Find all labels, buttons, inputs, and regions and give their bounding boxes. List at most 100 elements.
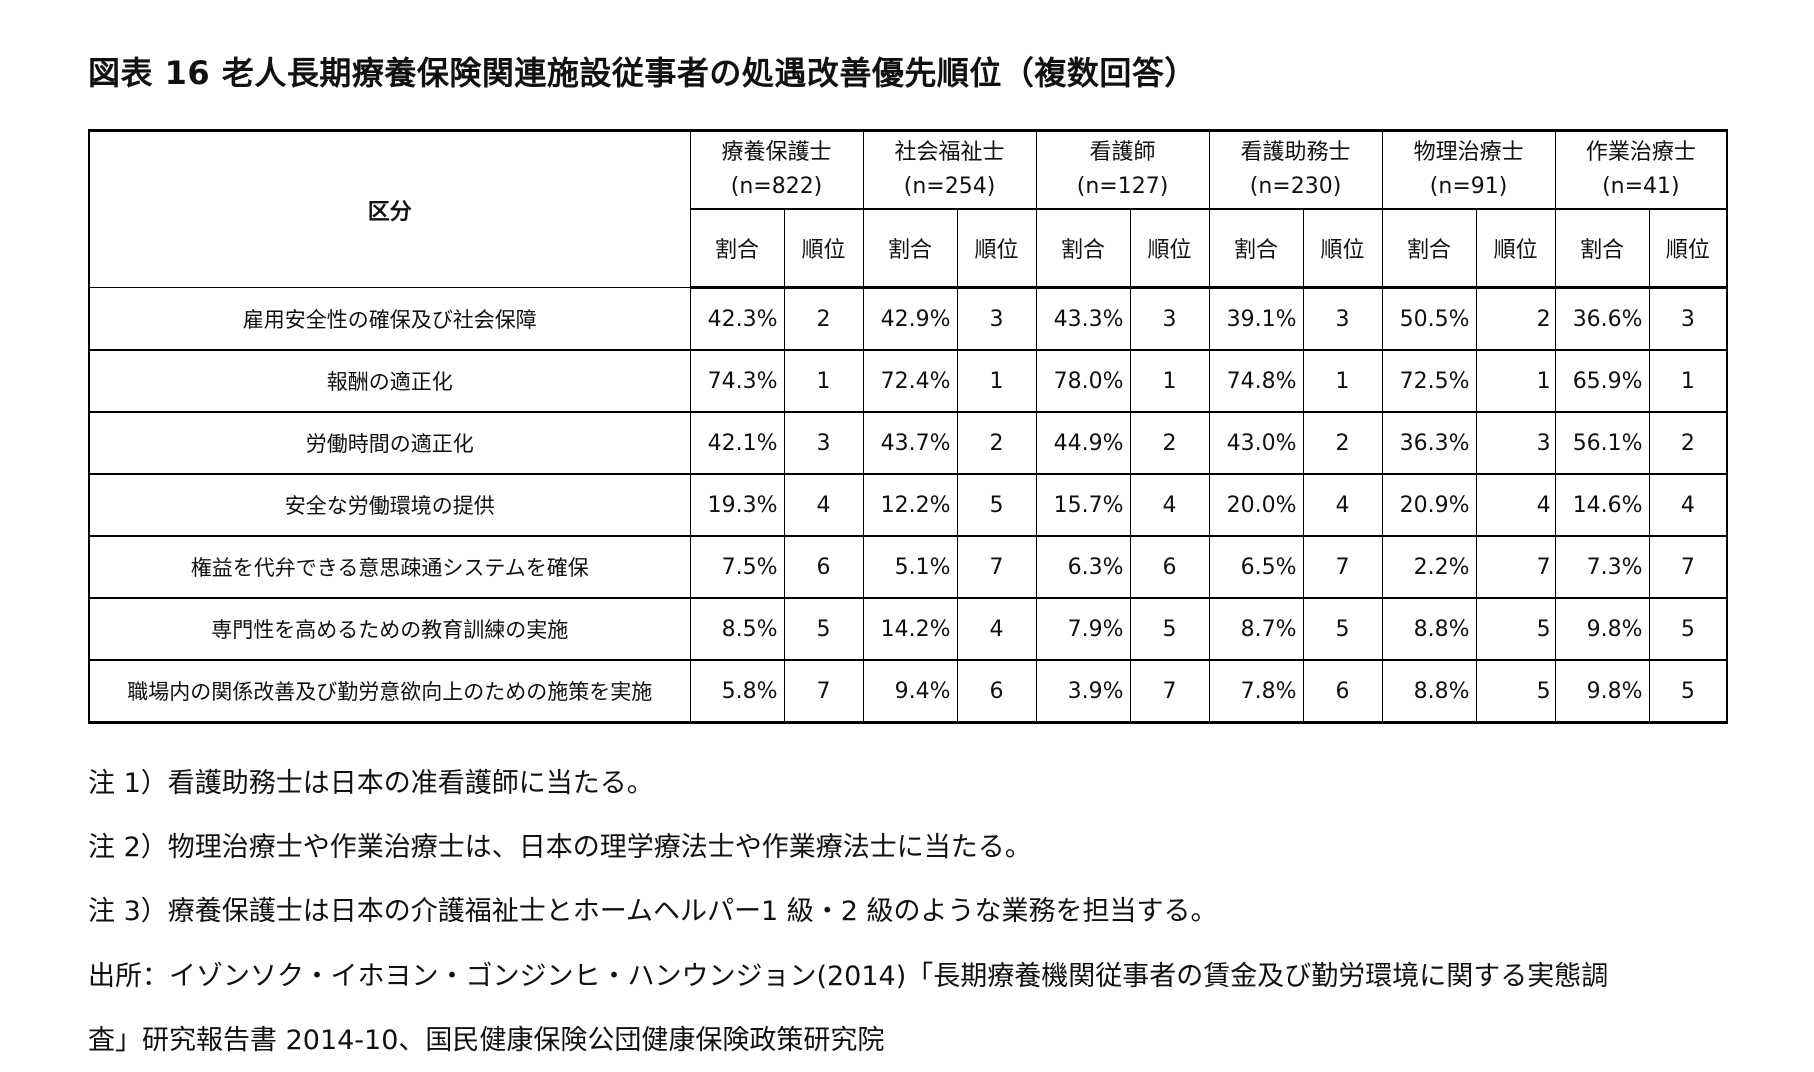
table-row: 権益を代弁できる意思疎通システムを確保 7.5% 6 5.1% 7 6.3% 6 6.5% 7 2… [88, 535, 1729, 599]
rank-cell: 7 [783, 659, 864, 724]
rank-cell: 6 [1302, 659, 1383, 724]
row-label: 権益を代弁できる意思疎通システムを確保 [88, 535, 691, 599]
ratio-cell: 6.3% [1035, 535, 1131, 599]
ratio-cell: 15.7% [1035, 473, 1131, 537]
table-row: 職場内の関係改善及び勤労意欲向上のための施策を実施 5.8% 7 9.4% 6 3.9% 7… [88, 659, 1729, 724]
rank-cell: 7 [1648, 535, 1729, 599]
ratio-cell: 36.6% [1554, 287, 1650, 351]
rank-cell: 1 [1475, 349, 1556, 413]
rank-cell: 3 [1302, 287, 1383, 351]
group-header: 療養保護士 (n=822) [689, 129, 864, 210]
ratio-cell: 72.5% [1381, 349, 1477, 413]
rank-cell: 3 [783, 411, 864, 475]
ratio-cell: 44.9% [1035, 411, 1131, 475]
ratio-cell: 9.4% [862, 659, 958, 724]
ratio-cell: 3.9% [1035, 659, 1131, 724]
rank-cell: 5 [1475, 659, 1556, 724]
rank-cell: 6 [783, 535, 864, 599]
ratio-cell: 39.1% [1208, 287, 1304, 351]
header-row-sub: 割合 順位 割合 順位 割合 順位 割合 順位 割合 順位 割合 順位 [89, 208, 1729, 289]
rank-header: 順位 [1302, 208, 1383, 289]
rank-cell: 2 [956, 411, 1037, 475]
ratio-cell: 2.2% [1381, 535, 1477, 599]
ratio-cell: 36.3% [1381, 411, 1477, 475]
category-header: 区分 [88, 129, 691, 288]
table-row: 労働時間の適正化 42.1% 3 43.7% 2 44.9% 2 43.0% 2 36.3% 3 56… [88, 411, 1729, 475]
rank-cell: 5 [1129, 597, 1210, 661]
rank-cell: 5 [1648, 659, 1729, 724]
ratio-cell: 9.8% [1554, 597, 1650, 661]
ratio-cell: 50.5% [1381, 287, 1477, 351]
ratio-cell: 19.3% [689, 473, 785, 537]
ratio-cell: 9.8% [1554, 659, 1650, 724]
ratio-cell: 65.9% [1554, 349, 1650, 413]
ratio-cell: 8.7% [1208, 597, 1304, 661]
rank-cell: 4 [1129, 473, 1210, 537]
rank-cell: 4 [956, 597, 1037, 661]
ratio-cell: 42.3% [689, 287, 785, 351]
rank-cell: 4 [1648, 473, 1729, 537]
rank-cell: 4 [1302, 473, 1383, 537]
figure-title: 図表 16 老人長期療養保険関連施設従事者の処遇改善優先順位（複数回答） [88, 54, 1197, 92]
rank-cell: 3 [1648, 287, 1729, 351]
rank-cell: 1 [783, 349, 864, 413]
ratio-cell: 5.1% [862, 535, 958, 599]
rank-cell: 3 [1475, 411, 1556, 475]
rank-cell: 5 [783, 597, 864, 661]
ratio-cell: 7.5% [689, 535, 785, 599]
ratio-cell: 56.1% [1554, 411, 1650, 475]
rank-cell: 7 [1302, 535, 1383, 599]
rank-cell: 5 [1302, 597, 1383, 661]
rank-header: 順位 [956, 208, 1037, 289]
row-label: 職場内の関係改善及び勤労意欲向上のための施策を実施 [88, 659, 691, 724]
rank-cell: 2 [783, 287, 864, 351]
source-line-2: 査」研究報告書 2014-10、国民健康保険公団健康保険政策研究院 [88, 1025, 885, 1056]
ratio-cell: 7.8% [1208, 659, 1304, 724]
rank-cell: 3 [1129, 287, 1210, 351]
row-label: 専門性を高めるための教育訓練の実施 [88, 597, 691, 661]
table-row: 報酬の適正化 74.3% 1 72.4% 1 78.0% 1 74.8% 1 72.5% 1 65.9… [88, 349, 1729, 413]
rank-cell: 1 [1302, 349, 1383, 413]
ratio-cell: 12.2% [862, 473, 958, 537]
row-label: 報酬の適正化 [88, 349, 691, 413]
rank-cell: 1 [1648, 349, 1729, 413]
priority-table: 区分 療養保護士 (n=822) 社会福祉士 (n=254) 看護師 (n=127) … [88, 129, 1729, 724]
row-label: 安全な労働環境の提供 [88, 473, 691, 537]
ratio-cell: 43.3% [1035, 287, 1131, 351]
ratio-cell: 14.6% [1554, 473, 1650, 537]
ratio-cell: 43.7% [862, 411, 958, 475]
rank-cell: 2 [1648, 411, 1729, 475]
group-header: 物理治療士 (n=91) [1381, 129, 1556, 210]
rank-cell: 5 [1475, 597, 1556, 661]
ratio-cell: 20.0% [1208, 473, 1304, 537]
ratio-cell: 8.8% [1381, 659, 1477, 724]
note-3: 注 3）療養保護士は日本の介護福祉士とホームヘルパー1 級・2 級のような業務を… [88, 896, 1218, 927]
group-header: 社会福祉士 (n=254) [862, 129, 1037, 210]
rank-cell: 7 [1475, 535, 1556, 599]
rank-cell: 2 [1475, 287, 1556, 351]
ratio-header: 割合 [1035, 208, 1131, 289]
ratio-header: 割合 [689, 208, 785, 289]
rank-cell: 7 [956, 535, 1037, 599]
ratio-cell: 14.2% [862, 597, 958, 661]
ratio-cell: 20.9% [1381, 473, 1477, 537]
ratio-cell: 74.8% [1208, 349, 1304, 413]
table-row: 雇用安全性の確保及び社会保障 42.3% 2 42.9% 3 43.3% 3 39.1% 3 50… [88, 287, 1729, 351]
header-row-groups: 区分 療養保護士 (n=822) 社会福祉士 (n=254) 看護師 (n=127) … [88, 129, 1729, 288]
ratio-header: 割合 [1554, 208, 1650, 289]
ratio-cell: 7.3% [1554, 535, 1650, 599]
ratio-cell: 7.9% [1035, 597, 1131, 661]
source-line-1: 出所：イゾンソク・イホヨン・ゴンジンヒ・ハンウンジョン(2014)「長期療養機関… [88, 961, 1609, 992]
ratio-cell: 6.5% [1208, 535, 1304, 599]
rank-cell: 1 [956, 349, 1037, 413]
ratio-header: 割合 [862, 208, 958, 289]
ratio-cell: 8.8% [1381, 597, 1477, 661]
ratio-cell: 78.0% [1035, 349, 1131, 413]
rank-cell: 2 [1129, 411, 1210, 475]
ratio-header: 割合 [1208, 208, 1304, 289]
rank-cell: 1 [1129, 349, 1210, 413]
rank-cell: 6 [1129, 535, 1210, 599]
rank-header: 順位 [1475, 208, 1556, 289]
group-header: 作業治療士 (n=41) [1554, 129, 1729, 210]
note-2: 注 2）物理治療士や作業治療士は、日本の理学療法士や作業療法士に当たる。 [88, 832, 1032, 863]
